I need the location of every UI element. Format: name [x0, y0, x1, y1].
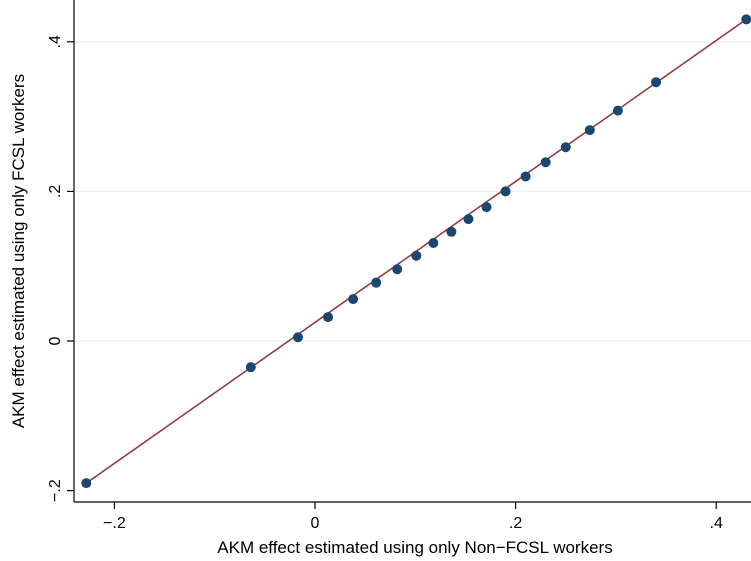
x-tick-label-1: 0	[311, 515, 320, 532]
data-point-2	[292, 332, 303, 343]
x-tick-label-0: −.2	[103, 515, 126, 532]
data-point-6	[392, 264, 403, 275]
data-point-10	[463, 214, 474, 225]
data-point-12	[500, 186, 511, 197]
data-point-3	[323, 312, 334, 323]
data-point-17	[612, 105, 623, 116]
data-point-16	[584, 125, 595, 136]
y-tick-label-1: 0	[47, 336, 64, 345]
y-axis-title: AKM effect estimated using only FCSL wor…	[9, 74, 28, 428]
x-tick-label-3: .4	[710, 515, 723, 532]
data-point-18	[651, 77, 662, 88]
data-point-0	[81, 478, 92, 489]
y-tick-label-0: −.2	[47, 479, 64, 502]
y-ticks: −.2 0 .2 .4	[47, 35, 74, 502]
data-point-4	[348, 294, 359, 305]
data-point-5	[371, 277, 382, 288]
data-point-15	[560, 142, 571, 153]
data-point-13	[520, 171, 531, 182]
data-point-19	[741, 14, 751, 25]
data-point-7	[411, 250, 422, 261]
y-tick-label-3: .4	[47, 35, 64, 48]
grid-lines	[75, 41, 751, 342]
data-point-11	[481, 202, 492, 213]
data-point-8	[428, 238, 439, 249]
x-ticks: −.2 0 .2 .4	[103, 502, 723, 532]
data-points	[81, 14, 751, 489]
data-point-1	[245, 362, 256, 373]
x-axis-title: AKM effect estimated using only Non−FCSL…	[217, 538, 612, 557]
x-tick-label-2: .2	[509, 515, 522, 532]
data-point-9	[446, 226, 457, 237]
axes	[73, 0, 751, 503]
data-point-14	[540, 157, 551, 168]
y-tick-label-2: .2	[47, 185, 64, 198]
